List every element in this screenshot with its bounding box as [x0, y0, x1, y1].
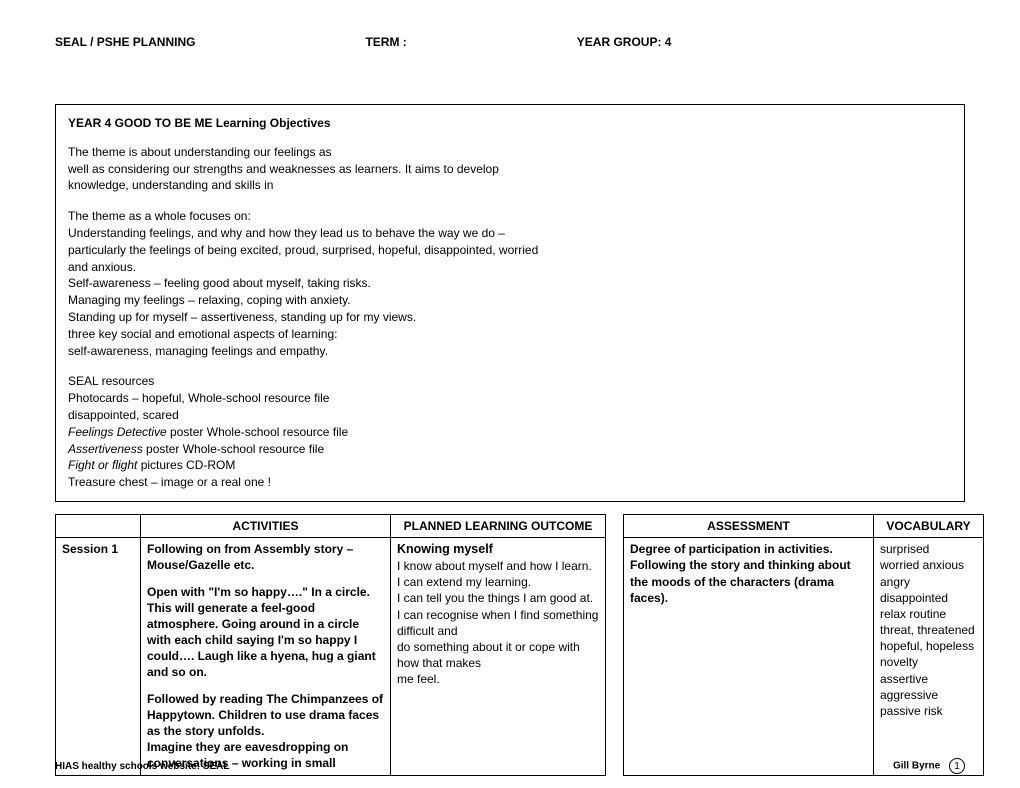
doc-title: SEAL / PSHE PLANNING [55, 35, 195, 49]
col-plo: PLANNED LEARNING OUTCOME [391, 514, 606, 537]
resource-text: Feelings Detective poster Whole-school r… [68, 424, 952, 441]
vocab-cell: surprised worried anxious angry disappoi… [874, 538, 984, 775]
col-assessment: ASSESSMENT [624, 514, 874, 537]
obj-text: Self-awareness – feeling good about myse… [68, 275, 952, 292]
footer-left: HIAS healthy schools website: SEAL [55, 761, 229, 772]
resource-text: SEAL resources [68, 373, 952, 390]
resource-text: Assertiveness poster Whole-school resour… [68, 441, 952, 458]
learning-objectives-box: YEAR 4 GOOD TO BE ME Learning Objectives… [55, 104, 965, 502]
obj-text: three key social and emotional aspects o… [68, 326, 952, 343]
obj-text: The theme as a whole focuses on: [68, 208, 952, 225]
obj-text: knowledge, understanding and skills in [68, 177, 952, 194]
resource-text: Photocards – hopeful, Whole-school resou… [68, 390, 952, 407]
activities-cell: Following on from Assembly story – Mouse… [141, 538, 391, 775]
col-blank [56, 514, 141, 537]
term-label: TERM : [365, 35, 406, 49]
obj-text: and anxious. [68, 259, 952, 276]
resource-text: Fight or flight pictures CD-ROM [68, 457, 952, 474]
obj-text: well as considering our strengths and we… [68, 161, 952, 178]
resource-text: Treasure chest – image or a real one ! [68, 474, 952, 491]
obj-text: particularly the feelings of being excit… [68, 242, 952, 259]
obj-text: Understanding feelings, and why and how … [68, 225, 952, 242]
col-gap [606, 538, 624, 775]
col-activities: ACTIVITIES [141, 514, 391, 537]
objectives-title: YEAR 4 GOOD TO BE ME Learning Objectives [68, 115, 952, 132]
obj-text: Standing up for myself – assertiveness, … [68, 309, 952, 326]
table-row: Session 1 Following on from Assembly sto… [56, 538, 984, 775]
obj-text: Managing my feelings – relaxing, coping … [68, 292, 952, 309]
col-gap [606, 514, 624, 537]
footer: HIAS healthy schools website: SEAL Gill … [55, 758, 965, 774]
footer-right: Gill Byrne 1 [893, 758, 965, 774]
obj-text: The theme is about understanding our fee… [68, 144, 952, 161]
year-group: YEAR GROUP: 4 [577, 35, 672, 49]
resource-text: disappointed, scared [68, 407, 952, 424]
session-cell: Session 1 [56, 538, 141, 775]
plo-cell: Knowing myself I know about myself and h… [391, 538, 606, 775]
planning-table: ACTIVITIES PLANNED LEARNING OUTCOME ASSE… [55, 514, 984, 776]
obj-text: self-awareness, managing feelings and em… [68, 343, 952, 360]
page-number: 1 [949, 758, 965, 774]
col-vocabulary: VOCABULARY [874, 514, 984, 537]
assessment-cell: Degree of participation in activities. F… [624, 538, 874, 775]
